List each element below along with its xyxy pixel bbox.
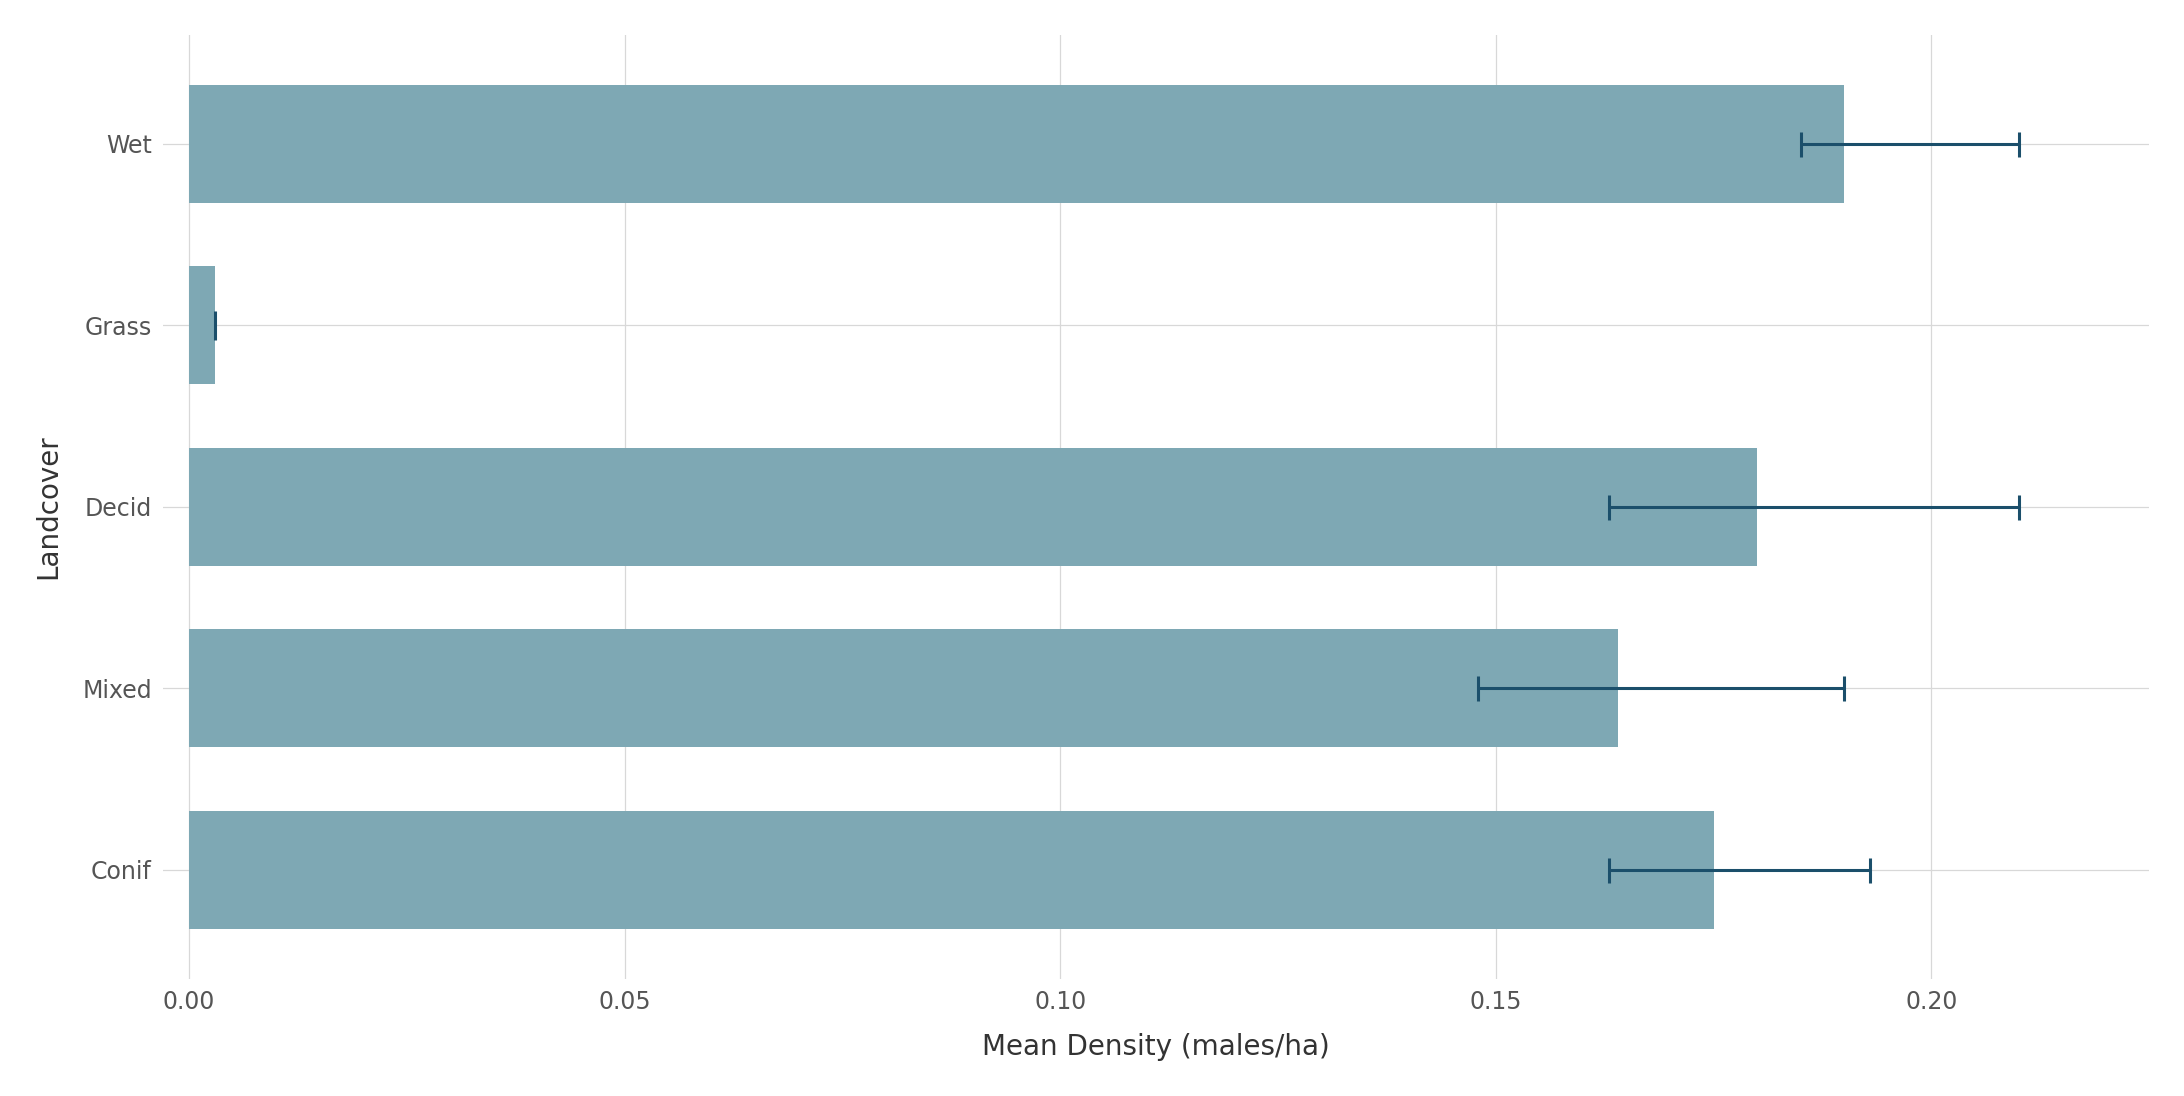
Bar (190, 811, 1714, 928)
X-axis label: Mean Density (males/ha): Mean Density (males/ha) (983, 1034, 1330, 1061)
Bar (190, 629, 1618, 747)
Bar (190, 266, 216, 385)
Bar (190, 84, 1843, 203)
Bar (190, 448, 1758, 566)
Y-axis label: Landcover: Landcover (35, 434, 63, 579)
